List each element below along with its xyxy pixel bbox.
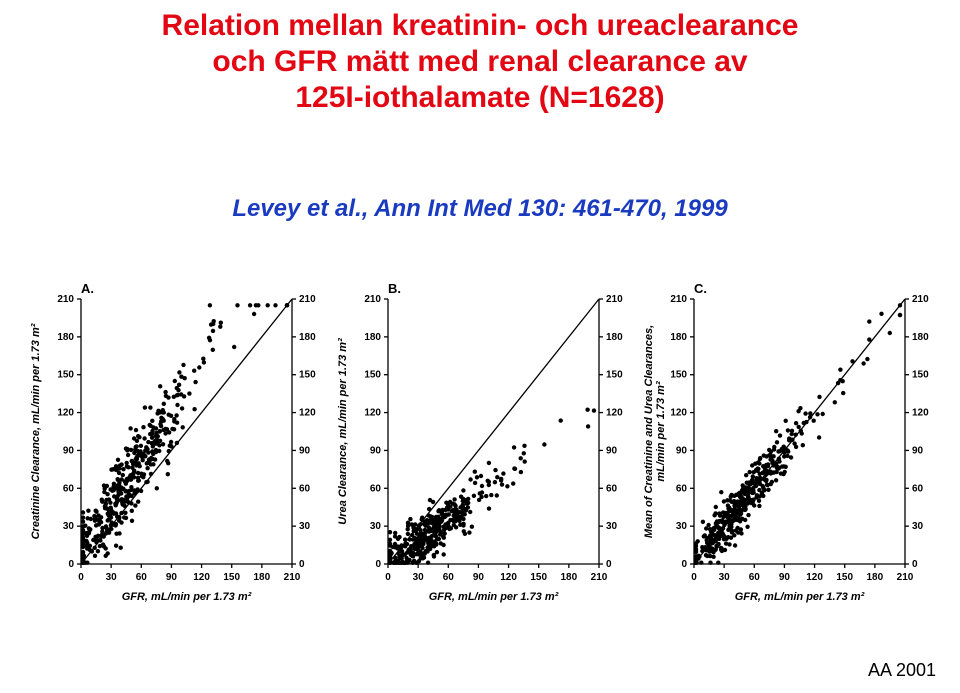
- x-tick-label: 150: [836, 572, 853, 583]
- y-tick-label-right: 90: [912, 445, 924, 456]
- y-tick-label: 150: [670, 370, 687, 381]
- y-tick-label: 0: [681, 559, 687, 570]
- x-tick-label: 120: [806, 572, 823, 583]
- y-tick-label-right: 210: [912, 294, 929, 305]
- y-tick-label: 30: [369, 521, 381, 532]
- y-tick-label: 60: [676, 483, 688, 494]
- y-tick-label: 60: [63, 483, 75, 494]
- y-tick-label: 120: [670, 408, 687, 419]
- y-tick-label: 150: [364, 370, 381, 381]
- y-tick-label: 210: [670, 294, 687, 305]
- x-tick-label: 90: [472, 572, 484, 583]
- y-tick-label: 0: [68, 559, 74, 570]
- y-tick-label-right: 30: [299, 521, 311, 532]
- y-tick-label-right: 120: [912, 408, 929, 419]
- x-tick-label: 150: [223, 572, 240, 583]
- y-tick-label-right: 120: [299, 408, 316, 419]
- y-tick-label: 180: [364, 332, 381, 343]
- y-tick-label-right: 180: [299, 332, 316, 343]
- x-tick-label: 210: [590, 572, 607, 583]
- scatter-plot: B.00030303060606090909012012012015015015…: [332, 275, 629, 620]
- y-tick-label: 180: [57, 332, 74, 343]
- y-axis-label: Creatinine Clearance, mL/min per 1.73 m²: [30, 323, 42, 539]
- y-tick-label-right: 150: [606, 370, 623, 381]
- footer-credit: AA 2001: [868, 660, 936, 681]
- y-tick-label: 90: [676, 445, 688, 456]
- panel-label: C.: [694, 281, 707, 296]
- x-axis-label: GFR, mL/min per 1.73 m²: [122, 591, 252, 603]
- y-tick-label-right: 210: [299, 294, 316, 305]
- x-tick-label: 30: [412, 572, 424, 583]
- x-tick-label: 0: [691, 572, 697, 583]
- x-tick-label: 180: [560, 572, 577, 583]
- y-tick-label-right: 60: [606, 483, 618, 494]
- y-tick-label-right: 150: [299, 370, 316, 381]
- y-tick-label-right: 180: [912, 332, 929, 343]
- x-tick-label: 60: [442, 572, 454, 583]
- scatter-plot: A.00030303060606090909012012012015015015…: [25, 275, 322, 620]
- x-tick-label: 30: [719, 572, 731, 583]
- x-tick-label: 30: [106, 572, 118, 583]
- y-tick-label-right: 30: [912, 521, 924, 532]
- y-tick-label-right: 30: [606, 521, 618, 532]
- y-tick-label: 120: [57, 408, 74, 419]
- y-tick-label-right: 60: [299, 483, 311, 494]
- y-tick-label: 30: [63, 521, 75, 532]
- y-tick-label-right: 180: [606, 332, 623, 343]
- page-root: Relation mellan kreatinin- och ureaclear…: [0, 0, 960, 693]
- y-tick-label: 90: [369, 445, 381, 456]
- panel-label: A.: [81, 281, 94, 296]
- x-tick-label: 210: [284, 572, 301, 583]
- data-points: [387, 408, 595, 565]
- x-tick-label: 180: [254, 572, 271, 583]
- charts-row: A.00030303060606090909012012012015015015…: [25, 275, 935, 620]
- y-tick-label-right: 90: [299, 445, 311, 456]
- y-tick-label-right: 150: [912, 370, 929, 381]
- y-tick-label: 60: [369, 483, 381, 494]
- y-tick-label-right: 210: [606, 294, 623, 305]
- y-tick-label: 120: [364, 408, 381, 419]
- y-tick-label: 210: [364, 294, 381, 305]
- x-tick-label: 90: [166, 572, 178, 583]
- y-axis-label: mL/min per 1.73 m²: [655, 381, 667, 482]
- y-tick-label: 30: [676, 521, 688, 532]
- x-tick-label: 180: [867, 572, 884, 583]
- x-tick-label: 0: [78, 572, 84, 583]
- y-tick-label: 180: [670, 332, 687, 343]
- x-axis-label: GFR, mL/min per 1.73 m²: [735, 591, 865, 603]
- y-tick-label-right: 120: [606, 408, 623, 419]
- x-tick-label: 0: [385, 572, 391, 583]
- y-tick-label-right: 0: [912, 559, 918, 570]
- y-axis-label: Mean of Creatinine and Urea Clearances,: [643, 325, 655, 538]
- y-tick-label: 0: [375, 559, 381, 570]
- x-axis-label: GFR, mL/min per 1.73 m²: [428, 591, 558, 603]
- panel-label: B.: [388, 281, 401, 296]
- x-tick-label: 210: [897, 572, 914, 583]
- scatter-plot: C.00030303060606090909012012012015015015…: [638, 275, 935, 620]
- page-title: Relation mellan kreatinin- och ureaclear…: [0, 8, 960, 116]
- y-tick-label: 90: [63, 445, 75, 456]
- x-tick-label: 120: [500, 572, 517, 583]
- y-axis-label: Urea Clearance, mL/min per 1.73 m²: [337, 338, 349, 525]
- citation-text: Levey et al., Ann Int Med 130: 461-470, …: [0, 195, 960, 223]
- x-tick-label: 120: [193, 572, 210, 583]
- y-tick-label-right: 60: [912, 483, 924, 494]
- y-tick-label: 150: [57, 370, 74, 381]
- x-tick-label: 150: [530, 572, 547, 583]
- chart-panel-a: A.00030303060606090909012012012015015015…: [25, 275, 322, 620]
- y-tick-label-right: 0: [606, 559, 612, 570]
- x-tick-label: 90: [779, 572, 791, 583]
- y-tick-label: 210: [57, 294, 74, 305]
- y-tick-label-right: 90: [606, 445, 618, 456]
- y-tick-label-right: 0: [299, 559, 305, 570]
- x-tick-label: 60: [136, 572, 148, 583]
- chart-panel-b: B.00030303060606090909012012012015015015…: [332, 275, 629, 620]
- chart-panel-c: C.00030303060606090909012012012015015015…: [638, 275, 935, 620]
- x-tick-label: 60: [749, 572, 761, 583]
